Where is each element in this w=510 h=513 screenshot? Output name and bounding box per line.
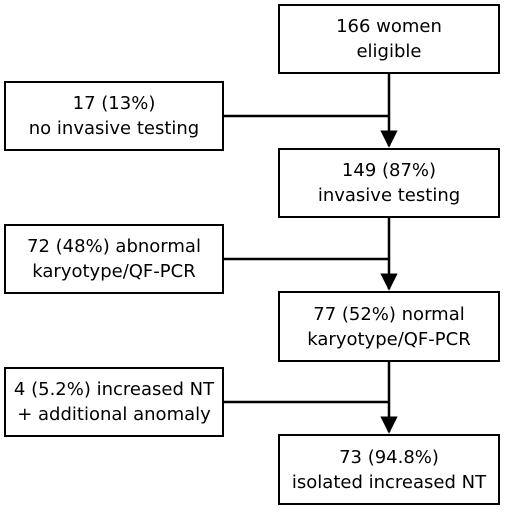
box-normal-karyotype: 77 (52%) normal karyotype/QF-PCR [278, 291, 500, 362]
box-additional-anomaly: 4 (5.2%) increased NT + additional anoma… [4, 367, 224, 437]
box-text-line: no invasive testing [28, 118, 200, 139]
box-text-line: karyotype/QF-PCR [307, 328, 471, 350]
box-isolated-increased-nt: 73 (94.8%) isolated increased NT [278, 434, 500, 505]
box-invasive-testing: 149 (87%) invasive testing [278, 148, 500, 218]
box-text-line: 149 (87%) [341, 160, 437, 181]
box-text-line: 4 (5.2%) increased NT [13, 379, 215, 400]
box-text-line: karyotype/QF-PCR [32, 261, 196, 282]
box-text-line: 166 women [336, 16, 442, 37]
box-text-line: 17 (13%) [72, 93, 156, 114]
box-abnormal-karyotype: 72 (48%) abnormal karyotype/QF-PCR [4, 224, 224, 294]
box-no-invasive-testing: 17 (13%) no invasive testing [4, 81, 224, 151]
box-text-line: isolated increased NT [291, 471, 487, 493]
box-text-line: 72 (48%) abnormal [27, 236, 201, 257]
box-text-line: invasive testing [317, 185, 461, 206]
box-text-line: + additional anomaly [17, 404, 211, 425]
box-women-eligible: 166 women eligible [278, 4, 500, 74]
box-text-line: 77 (52%) normal [313, 303, 465, 325]
box-text-line: 73 (94.8%) [339, 446, 439, 468]
box-text-line: eligible [356, 41, 422, 62]
